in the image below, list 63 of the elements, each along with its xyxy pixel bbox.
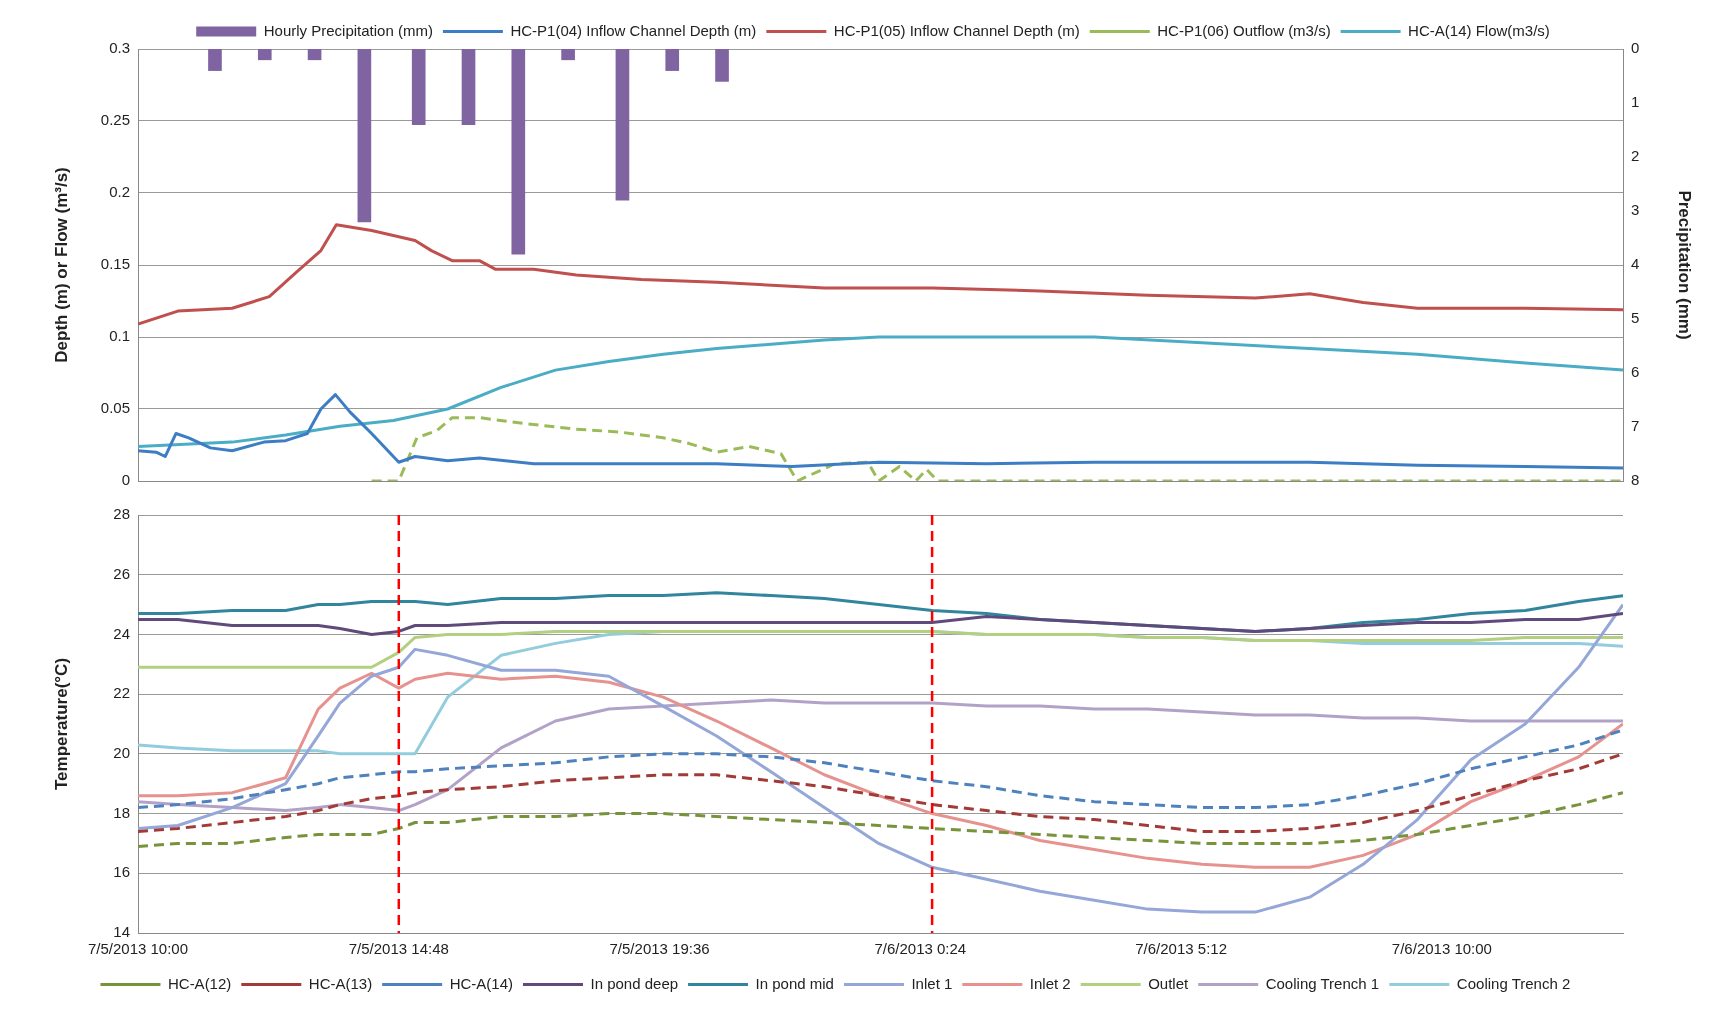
- legend-label: Outlet: [1148, 974, 1190, 992]
- y2-tick-label: 0: [1631, 39, 1640, 57]
- bar: [665, 49, 680, 71]
- y-tick-label: 0.25: [100, 111, 130, 129]
- y2-tick-label: 7: [1631, 417, 1640, 435]
- legend-label: Cooling Trench 1: [1265, 974, 1380, 992]
- y-tick-label: 0: [121, 471, 130, 489]
- y-tick-label: 28: [113, 505, 130, 523]
- y2-tick-label: 8: [1631, 471, 1640, 489]
- legend-label: Cooling Trench 2: [1456, 974, 1571, 992]
- y-tick-label: 24: [113, 624, 130, 642]
- bar: [208, 49, 222, 71]
- x-tick-label: 7/5/2013 10:00: [87, 940, 189, 958]
- legend-label: HC-A(13): [308, 974, 373, 992]
- y2-tick-label: 1: [1631, 93, 1640, 111]
- line-series: [138, 728, 1623, 810]
- legend-label: HC-A(14): [449, 974, 513, 992]
- y-tick-label: 22: [113, 684, 130, 702]
- y-tick-label: 20: [113, 744, 130, 761]
- x-tick-label: 7/6/2013 10:00: [1391, 940, 1492, 958]
- y2-tick-label: 3: [1631, 201, 1640, 219]
- bar: [615, 49, 630, 201]
- y-tick-label: 26: [113, 564, 130, 582]
- x-tick-label: 7/6/2013 5:12: [1135, 940, 1227, 958]
- y-axis-title: Temperature(°C): [51, 657, 71, 791]
- legend-label: HC-A(14) Flow(m3/s): [1408, 21, 1550, 39]
- legend-label: HC-P1(05) Inflow Channel Depth (m): [833, 21, 1080, 39]
- y2-tick-label: 6: [1631, 363, 1640, 381]
- y-tick-label: 16: [113, 863, 130, 881]
- bar: [561, 49, 575, 61]
- y-tick-label: 0.05: [100, 399, 130, 417]
- legend-label: HC-P1(06) Outflow (m3/s): [1157, 21, 1331, 39]
- bar: [257, 49, 272, 61]
- y2-tick-label: 4: [1631, 255, 1640, 273]
- line-series: [370, 416, 1623, 481]
- bar: [715, 49, 729, 82]
- y-tick-label: 0.3: [109, 39, 130, 57]
- legend-label: In pond deep: [590, 974, 679, 992]
- y2-axis-title: Precipitation (mm): [1675, 190, 1695, 340]
- bar: [411, 49, 426, 125]
- bar: [357, 49, 372, 223]
- line-series: [138, 791, 1623, 848]
- legend-label: HC-P1(04) Inflow Channel Depth (m): [510, 21, 757, 39]
- bar: [461, 49, 476, 125]
- x-tick-label: 7/6/2013 0:24: [874, 940, 967, 958]
- legend-label: Inlet 1: [911, 974, 953, 992]
- bar: [307, 49, 322, 61]
- bar: [511, 49, 526, 255]
- legend-label: Inlet 2: [1029, 974, 1071, 992]
- y-tick-label: 18: [113, 803, 130, 821]
- line-series: [138, 752, 1623, 833]
- legend-label: HC-A(12): [167, 974, 232, 992]
- y-tick-label: 14: [113, 923, 130, 941]
- y-axis-title: Depth (m) or Flow (m³/s): [51, 167, 71, 363]
- y-tick-label: 0.15: [100, 255, 130, 273]
- legend-label: Hourly Precipitation (mm): [263, 21, 433, 39]
- x-tick-label: 7/5/2013 19:36: [609, 940, 710, 958]
- y-tick-label: 0.2: [109, 183, 130, 201]
- y-tick-label: 0.1: [109, 327, 130, 345]
- x-tick-label: 7/5/2013 14:48: [348, 940, 449, 958]
- y2-tick-label: 5: [1631, 309, 1640, 327]
- legend-label: In pond mid: [755, 974, 834, 992]
- y2-tick-label: 2: [1631, 147, 1640, 165]
